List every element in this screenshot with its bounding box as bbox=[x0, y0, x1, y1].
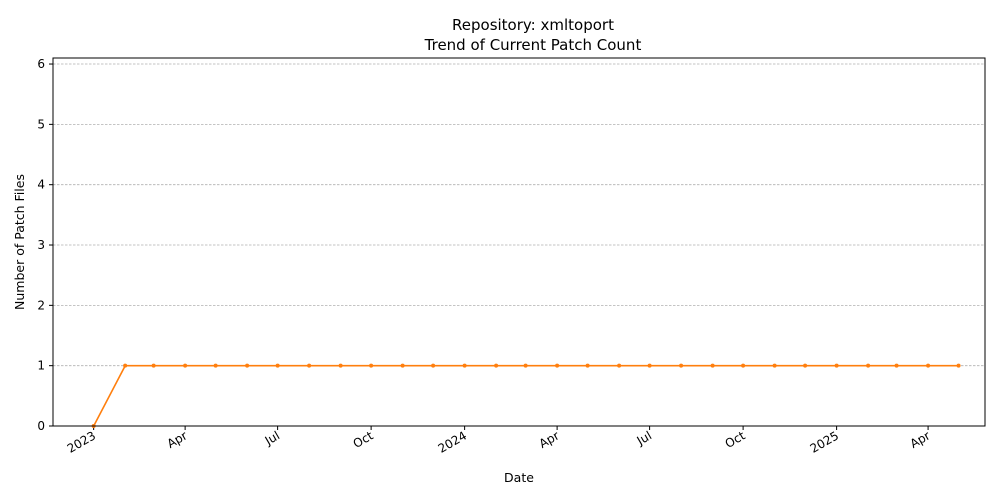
x-tick-label: 2025 bbox=[808, 428, 841, 455]
data-point bbox=[926, 363, 931, 368]
x-tick-label: Oct bbox=[351, 428, 376, 451]
plot-frame bbox=[52, 57, 986, 427]
data-point bbox=[245, 363, 250, 368]
data-point bbox=[585, 363, 590, 368]
x-tick-label: 2023 bbox=[65, 428, 98, 455]
y-tick-label: 5 bbox=[37, 117, 45, 131]
y-tick-label: 4 bbox=[37, 178, 45, 192]
x-axis: 2023 Apr Jul Oct 2024 Apr Jul Oct 2025 Apr bbox=[65, 426, 933, 456]
y-axis-label: Number of Patch Files bbox=[12, 174, 27, 310]
data-point bbox=[369, 363, 374, 368]
data-point bbox=[123, 363, 128, 368]
data-point bbox=[523, 363, 528, 368]
data-point bbox=[431, 363, 436, 368]
data-point bbox=[275, 363, 280, 368]
data-point bbox=[710, 363, 715, 368]
data-point bbox=[400, 363, 405, 368]
series bbox=[91, 363, 961, 428]
data-point bbox=[338, 363, 343, 368]
x-tick-label: Apr bbox=[537, 428, 562, 451]
data-point bbox=[213, 363, 218, 368]
data-point bbox=[555, 363, 560, 368]
data-point bbox=[617, 363, 622, 368]
data-point bbox=[956, 363, 961, 368]
data-point bbox=[834, 363, 839, 368]
y-tick-label: 0 bbox=[37, 419, 45, 433]
y-tick-label: 2 bbox=[37, 298, 45, 312]
x-tick-label: Apr bbox=[165, 428, 190, 451]
chart-title: Repository: xmltoport bbox=[452, 16, 614, 34]
data-point bbox=[307, 363, 312, 368]
data-point bbox=[679, 363, 684, 368]
data-point bbox=[494, 363, 499, 368]
data-point bbox=[803, 363, 808, 368]
data-point bbox=[894, 363, 899, 368]
gridlines bbox=[53, 63, 985, 427]
x-tick-label: Jul bbox=[634, 428, 654, 448]
y-tick-label: 1 bbox=[37, 359, 45, 373]
chart-subtitle: Trend of Current Patch Count bbox=[424, 36, 642, 54]
x-tick-label: 2024 bbox=[436, 428, 469, 455]
y-axis: 0 1 2 3 4 5 6 bbox=[37, 57, 53, 433]
x-tick-label: Jul bbox=[262, 428, 282, 448]
y-tick-label: 3 bbox=[37, 238, 45, 252]
data-point bbox=[462, 363, 467, 368]
data-point bbox=[772, 363, 777, 368]
y-tick-label: 6 bbox=[37, 57, 45, 71]
data-point bbox=[183, 363, 188, 368]
data-point bbox=[741, 363, 746, 368]
x-axis-label: Date bbox=[504, 470, 534, 485]
series-line bbox=[92, 364, 959, 427]
data-point bbox=[866, 363, 871, 368]
data-point bbox=[151, 363, 156, 368]
x-tick-label: Oct bbox=[723, 428, 748, 451]
x-tick-label: Apr bbox=[908, 428, 933, 451]
data-point bbox=[647, 363, 652, 368]
